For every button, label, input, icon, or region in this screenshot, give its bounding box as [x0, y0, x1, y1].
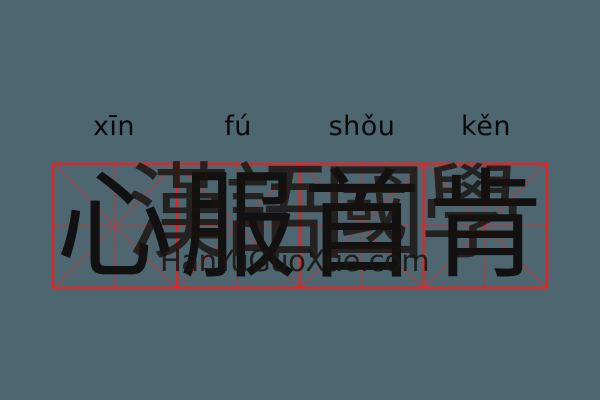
grid-cell-1: 心 [54, 165, 178, 287]
character-xin: 心 [55, 165, 174, 287]
grid-cell-2: 服 [177, 165, 301, 287]
character-shou: 首 [302, 165, 421, 287]
pinyin-fu: fú [224, 110, 252, 142]
pinyin-ken: kěn [461, 110, 511, 142]
grid-cell-4: 肯 [424, 165, 546, 287]
character-ken: 肯 [426, 165, 545, 287]
character-fu: 服 [179, 165, 298, 287]
pinyin-shou: shǒu [328, 110, 396, 142]
pinyin-xin: xīn [92, 110, 136, 142]
pinyin-row: xīn fú shǒu kěn [52, 104, 548, 148]
grid-cell-3: 首 [301, 165, 425, 287]
character-grid: 心 服 首 肯 [52, 163, 548, 289]
